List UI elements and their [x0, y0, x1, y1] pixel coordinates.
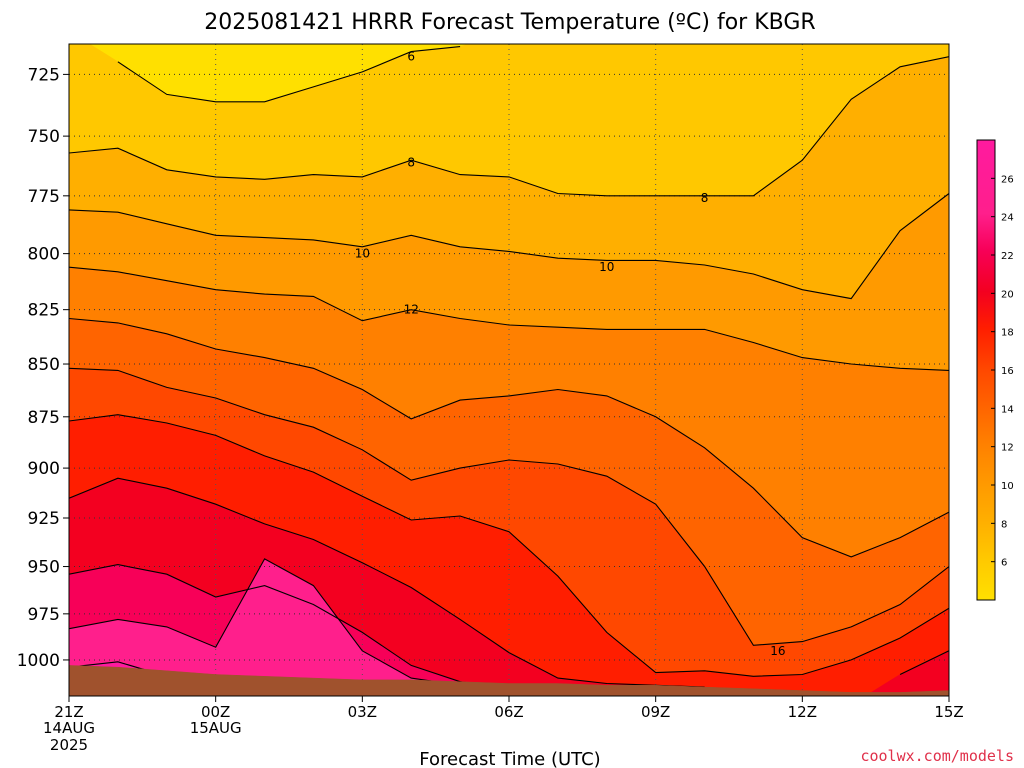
temperature-fill-layer: [69, 44, 949, 696]
contour-label: 10: [355, 247, 370, 261]
ground-surface: [69, 665, 949, 696]
y-axis: 725 750 775 800 825 850 875 900 925 950 975 1000: [17, 65, 69, 671]
y-tick-label: 975: [28, 605, 60, 625]
colorbar-tick-label: 6: [1001, 558, 1007, 569]
isotherm-lines: [69, 46, 949, 690]
isotherm-6: [117, 46, 461, 103]
chart-title: 2025081421 HRRR Forecast Temperature (ºC…: [204, 10, 815, 35]
colorbar-tick-label: 22: [1001, 251, 1014, 262]
y-tick-label: 875: [28, 408, 60, 428]
isotherm-22: [69, 564, 510, 690]
x-tick-label: 09Z: [641, 703, 670, 721]
credit-text: coolwx.com/models: [860, 747, 1014, 765]
contour-label: 10: [599, 260, 614, 274]
isotherm-24: [69, 558, 461, 686]
grid-lines: [69, 44, 949, 696]
x-tick-sublabel: 15AUG: [190, 719, 242, 737]
y-tick-label: 800: [28, 245, 60, 265]
y-tick-label: 850: [28, 355, 60, 375]
contour-label: 8: [701, 191, 709, 205]
x-axis-label: Forecast Time (UTC): [419, 749, 600, 768]
colorbar-ticks: 6 8 10 12 14 16 18 20 22 24 26: [991, 174, 1014, 569]
colorbar-tick-label: 10: [1001, 481, 1014, 492]
colorbar-tick-label: 18: [1001, 328, 1014, 339]
colorbar-tick-label: 14: [1001, 404, 1014, 415]
contour-label: 16: [770, 644, 785, 658]
contour-labels: 6 8 8 10 10 12 16: [355, 50, 786, 658]
isotherm-8: [69, 56, 949, 197]
colorbar-tick-label: 20: [1001, 289, 1014, 300]
plot-area: [69, 44, 949, 696]
y-tick-label: 725: [28, 65, 60, 85]
contour-label: 12: [404, 303, 419, 317]
colorbar-tick-label: 8: [1001, 519, 1007, 530]
colorbar: 6 8 10 12 14 16 18 20 22 24 26: [976, 139, 1014, 601]
y-tick-label: 900: [28, 459, 60, 479]
y-tick-label: 950: [28, 558, 60, 578]
y-tick-label: 825: [28, 301, 60, 321]
x-tick-label: 06Z: [494, 703, 523, 721]
contour-label: 8: [407, 156, 415, 170]
colorbar-tick-label: 12: [1001, 443, 1014, 454]
isotherm-18: [69, 414, 949, 677]
contour-label: 6: [407, 50, 415, 64]
ground-fill: [69, 665, 949, 696]
x-tick-label: 15Z: [934, 703, 963, 721]
x-tick-label: 21Z: [54, 703, 83, 721]
x-tick-label: 00Z: [201, 703, 230, 721]
x-tick-sublabel: 2025: [50, 736, 88, 754]
colorbar-tick-label: 26: [1001, 174, 1014, 185]
x-tick-sublabel: 14AUG: [43, 719, 95, 737]
isotherm-16: [69, 367, 949, 646]
y-tick-label: 775: [28, 187, 60, 207]
isotherm-10: [69, 193, 949, 300]
isotherm-12: [69, 266, 949, 371]
x-tick-label: 03Z: [348, 703, 377, 721]
y-tick-label: 1000: [17, 651, 60, 671]
y-tick-label: 925: [28, 509, 60, 529]
x-tick-label: 12Z: [788, 703, 817, 721]
isotherm-20: [69, 477, 949, 688]
colorbar-tick-label: 24: [1001, 213, 1014, 224]
colorbar-tick-label: 16: [1001, 366, 1014, 377]
isotherm-14: [69, 317, 949, 558]
y-tick-label: 750: [28, 127, 60, 147]
